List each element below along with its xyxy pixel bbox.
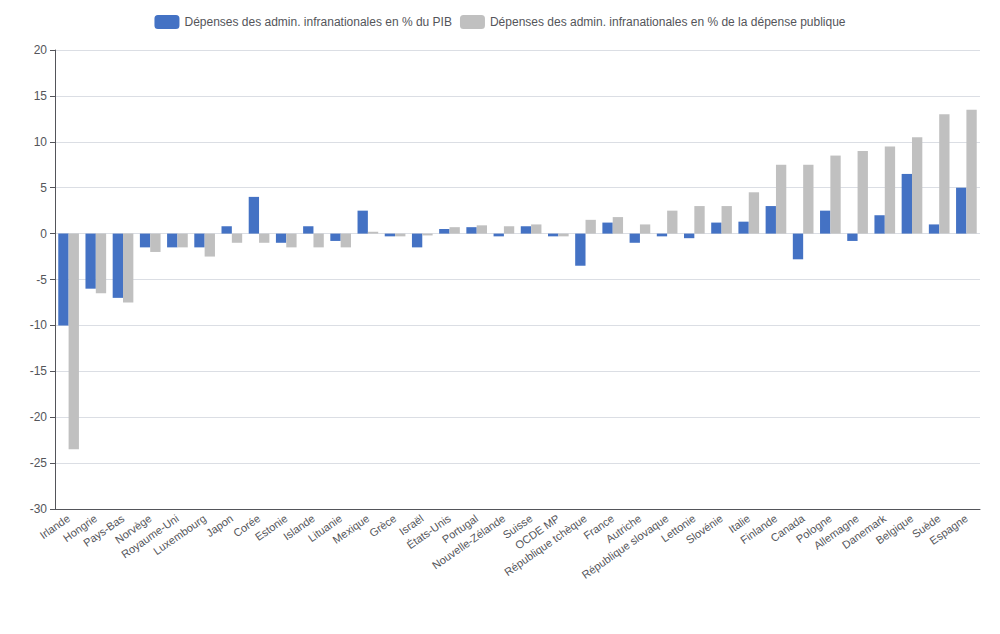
svg-text:Israël: Israël bbox=[396, 512, 426, 538]
svg-text:République slovaque: République slovaque bbox=[580, 512, 671, 581]
svg-text:Corée: Corée bbox=[231, 512, 263, 540]
svg-text:Dépenses des admin. infranatio: Dépenses des admin. infranationales en %… bbox=[184, 15, 452, 29]
svg-text:15: 15 bbox=[34, 89, 48, 103]
svg-text:-15: -15 bbox=[30, 364, 48, 378]
svg-text:Danemark: Danemark bbox=[839, 512, 889, 551]
svg-text:Estonie: Estonie bbox=[252, 512, 290, 543]
svg-text:-10: -10 bbox=[30, 318, 48, 332]
svg-text:Grèce: Grèce bbox=[367, 512, 398, 539]
svg-text:-25: -25 bbox=[30, 456, 48, 470]
svg-text:Allemagne: Allemagne bbox=[811, 512, 861, 552]
svg-text:Hongrie: Hongrie bbox=[60, 512, 100, 544]
svg-text:Suède: Suède bbox=[909, 512, 943, 541]
svg-text:20: 20 bbox=[34, 43, 48, 57]
svg-text:Finlande: Finlande bbox=[738, 512, 780, 547]
svg-text:Nouvelle-Zélande: Nouvelle-Zélande bbox=[430, 512, 507, 571]
svg-text:Lettonie: Lettonie bbox=[658, 512, 698, 545]
svg-text:Portugal: Portugal bbox=[439, 512, 481, 546]
svg-text:Luxembourg: Luxembourg bbox=[151, 512, 208, 557]
svg-text:Lituanie: Lituanie bbox=[305, 512, 345, 544]
svg-text:Belgique: Belgique bbox=[873, 512, 915, 546]
svg-text:5: 5 bbox=[40, 181, 47, 195]
svg-text:-20: -20 bbox=[30, 410, 48, 424]
svg-text:0: 0 bbox=[40, 227, 47, 241]
svg-text:Italie: Italie bbox=[726, 512, 753, 536]
svg-text:Dépenses des admin. infranatio: Dépenses des admin. infranationales en %… bbox=[490, 15, 846, 29]
svg-text:-30: -30 bbox=[30, 502, 48, 516]
svg-text:Islande: Islande bbox=[281, 512, 317, 543]
svg-text:Royaume-Uni: Royaume-Uni bbox=[118, 512, 181, 561]
svg-text:10: 10 bbox=[34, 135, 48, 149]
svg-text:France: France bbox=[581, 512, 617, 542]
svg-text:OCDE MP: OCDE MP bbox=[512, 512, 562, 552]
svg-text:Mexique: Mexique bbox=[330, 512, 371, 546]
svg-text:Suisse: Suisse bbox=[500, 512, 535, 541]
svg-text:Irlande: Irlande bbox=[37, 512, 72, 542]
svg-text:Pologne: Pologne bbox=[793, 512, 834, 546]
svg-text:Autriche: Autriche bbox=[603, 512, 644, 546]
svg-text:République tchèque: République tchèque bbox=[502, 512, 589, 578]
svg-text:Canada: Canada bbox=[768, 512, 807, 544]
svg-text:Japon: Japon bbox=[204, 512, 235, 539]
svg-text:-5: -5 bbox=[36, 273, 47, 287]
svg-text:Norvège: Norvège bbox=[112, 512, 154, 546]
svg-text:Pays-Bas: Pays-Bas bbox=[81, 512, 127, 549]
svg-text:États-Unis: États-Unis bbox=[404, 512, 453, 551]
svg-text:Slovénie: Slovénie bbox=[684, 512, 725, 546]
svg-text:Espagne: Espagne bbox=[927, 512, 969, 547]
